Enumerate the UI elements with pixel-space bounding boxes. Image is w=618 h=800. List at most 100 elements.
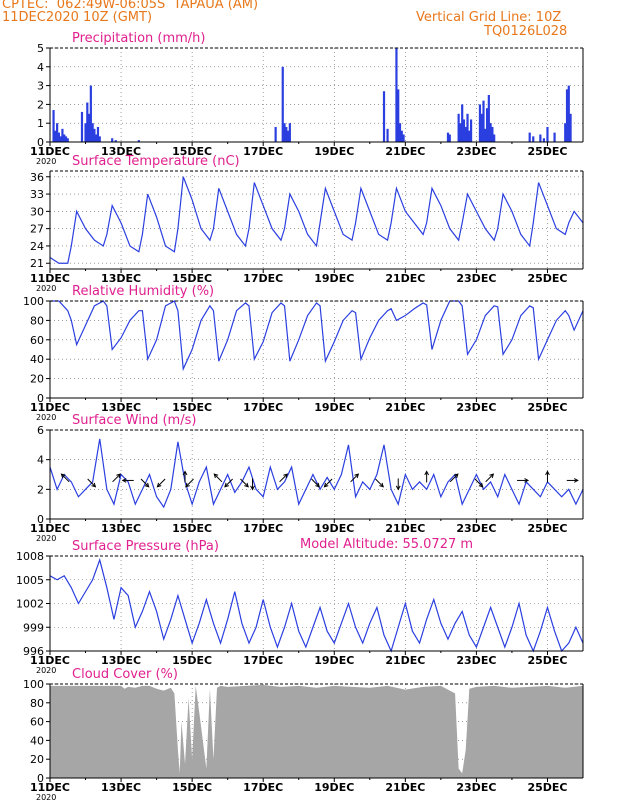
y-tick-label: 27	[30, 223, 44, 236]
precip-bar	[286, 130, 290, 142]
precip-bar	[462, 119, 466, 142]
wind-arrow-head	[283, 473, 289, 479]
precip-bar	[461, 104, 464, 142]
x-tick-label: 25DEC	[527, 781, 567, 794]
wind-arrow	[449, 473, 459, 483]
wind-arrow-head	[213, 473, 219, 479]
wind-arrow-head	[116, 473, 121, 479]
precip-bar	[469, 119, 473, 142]
x-tick-label: 25DEC	[527, 401, 567, 414]
precip-bar	[63, 134, 66, 142]
precip-bar	[564, 123, 567, 142]
x-tick-label: 15DEC	[172, 272, 212, 285]
y-tick-label: 999	[23, 621, 44, 634]
precip-bar	[96, 126, 100, 142]
y-tick-label: 1005	[16, 574, 44, 587]
wind-arrow-head	[224, 482, 229, 488]
precip-bar	[480, 113, 483, 142]
model-code: TQ0126L028	[484, 24, 568, 39]
y-tick-label: 21	[30, 257, 44, 270]
model-altitude: Model Altitude: 55.0727 m	[300, 537, 474, 552]
wind-arrow	[112, 473, 121, 483]
x-tick-label: 25DEC	[527, 522, 567, 535]
series-line	[50, 300, 584, 372]
x-tick-label: 19DEC	[314, 272, 354, 285]
wind-arrow-head	[354, 473, 360, 479]
date-header: 11DEC2020 10Z (GMT)	[2, 10, 153, 25]
x-tick-label: 11DEC	[30, 272, 70, 285]
y-tick-label: 60	[30, 716, 44, 729]
year-label: 2020	[36, 284, 56, 293]
wind-arrow-head	[156, 482, 162, 488]
precip-bar	[84, 123, 87, 142]
y-tick-label: 4	[37, 454, 44, 467]
wind-arrow-head	[424, 470, 430, 476]
precip-bar	[464, 126, 467, 142]
y-tick-label: 40	[30, 734, 44, 747]
x-tick-label: 25DEC	[527, 654, 567, 667]
y-tick-label: 80	[30, 314, 44, 327]
year-label: 2020	[36, 413, 56, 422]
x-tick-label: 15DEC	[172, 781, 212, 794]
precip-bar	[283, 123, 286, 142]
x-tick-label: 11DEC	[30, 654, 70, 667]
precip-bar	[54, 130, 57, 142]
y-tick-label: 60	[30, 334, 44, 347]
y-tick-label: 0	[37, 136, 44, 149]
precip-bar	[528, 132, 531, 142]
precip-bar	[493, 134, 496, 142]
precip-bar	[89, 85, 92, 142]
precip-bar	[66, 138, 69, 142]
y-tick-label: 1008	[16, 550, 44, 563]
precip-bar	[398, 123, 402, 142]
x-tick-label: 19DEC	[314, 654, 354, 667]
precip-bar	[542, 138, 546, 142]
precip-bar	[457, 113, 460, 142]
wind-arrow-head	[60, 473, 66, 479]
precip-bar	[484, 128, 487, 142]
x-tick-label: 21DEC	[385, 272, 425, 285]
x-tick-label: 21DEC	[385, 145, 425, 158]
precip-bar	[546, 126, 549, 142]
precip-bar	[93, 128, 96, 142]
y-tick-label: 0	[37, 772, 44, 785]
y-tick-label: 24	[30, 240, 44, 253]
wind-arrow-head	[379, 482, 384, 488]
wind-arrow	[140, 478, 150, 488]
precip-bar	[288, 123, 291, 142]
precip-bar	[468, 130, 471, 142]
wind-arrow-head	[185, 482, 190, 488]
precip-bar	[482, 100, 485, 142]
y-tick-label: 20	[30, 753, 44, 766]
y-tick-label: 36	[30, 171, 44, 184]
wind-arrow-head	[323, 482, 329, 488]
y-tick-label: 2	[37, 98, 44, 111]
y-tick-label: 0	[37, 392, 44, 405]
y-tick-label: 100	[23, 295, 44, 308]
x-tick-label: 23DEC	[456, 401, 496, 414]
x-tick-label: 13DEC	[101, 272, 141, 285]
precip-bar	[52, 110, 55, 142]
x-tick-label: 19DEC	[314, 781, 354, 794]
precip-bar	[459, 123, 462, 142]
panel-title: Surface Temperature (nC)	[72, 154, 240, 169]
panel-title: Relative Humidity (%)	[72, 284, 214, 299]
year-label: 2020	[36, 157, 56, 166]
wind-arrow	[350, 473, 359, 483]
precip-bar	[478, 104, 482, 142]
x-tick-label: 11DEC	[30, 145, 70, 158]
wind-arrow-head	[489, 473, 495, 479]
x-tick-label: 15DEC	[172, 654, 212, 667]
wind-arrow	[185, 478, 194, 488]
location-header: CPTEC: 062:49W-06:05S TAPAUA (AM)	[2, 0, 259, 12]
x-tick-label: 21DEC	[385, 654, 425, 667]
x-tick-label: 21DEC	[385, 781, 425, 794]
precip-bar	[448, 134, 451, 142]
y-tick-label: 5	[37, 42, 44, 55]
series-line	[49, 176, 584, 264]
precip-bar	[565, 89, 569, 142]
wind-arrow	[474, 478, 484, 488]
precip-bar	[137, 140, 140, 142]
wind-arrow-head	[315, 482, 320, 488]
